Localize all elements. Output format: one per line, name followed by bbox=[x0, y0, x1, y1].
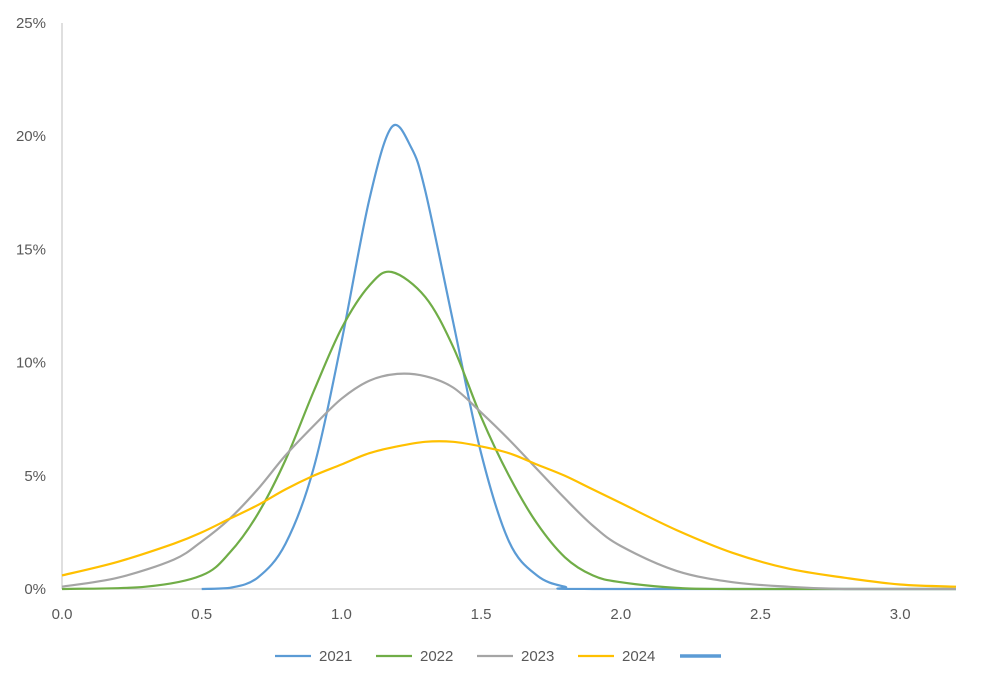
y-tick-label: 10% bbox=[16, 355, 46, 372]
legend-label-2022: 2022 bbox=[420, 648, 453, 665]
legend-label-2024: 2024 bbox=[622, 648, 655, 665]
y-tick-label: 15% bbox=[16, 241, 46, 258]
y-tick-label: 0% bbox=[24, 581, 46, 598]
x-tick-label: 1.0 bbox=[331, 606, 352, 623]
series-line-2023 bbox=[61, 372, 956, 591]
legend-label-2021: 2021 bbox=[319, 648, 352, 665]
legend-label-2023: 2023 bbox=[521, 648, 554, 665]
series-line-2024 bbox=[61, 440, 957, 588]
x-tick-label: 2.0 bbox=[610, 606, 631, 623]
series-line-2022 bbox=[61, 270, 956, 591]
x-tick-label: 0.5 bbox=[191, 606, 212, 623]
y-tick-label: 20% bbox=[16, 128, 46, 145]
x-tick-label: 2.5 bbox=[750, 606, 771, 623]
axes: 0% 5% 10% 15% 20% 25% 0.0 0.5 1.0 1.5 2.0 2.5 3.0 bbox=[16, 15, 956, 623]
series-layer bbox=[61, 123, 957, 591]
series-line-2021 bbox=[201, 123, 956, 591]
legend: 2021 2022 2023 2024 bbox=[275, 648, 721, 665]
y-tick-label: 25% bbox=[16, 15, 46, 32]
x-tick-label: 3.0 bbox=[890, 606, 911, 623]
y-tick-label: 5% bbox=[24, 468, 46, 485]
x-tick-label: 0.0 bbox=[52, 606, 73, 623]
x-tick-label: 1.5 bbox=[471, 606, 492, 623]
